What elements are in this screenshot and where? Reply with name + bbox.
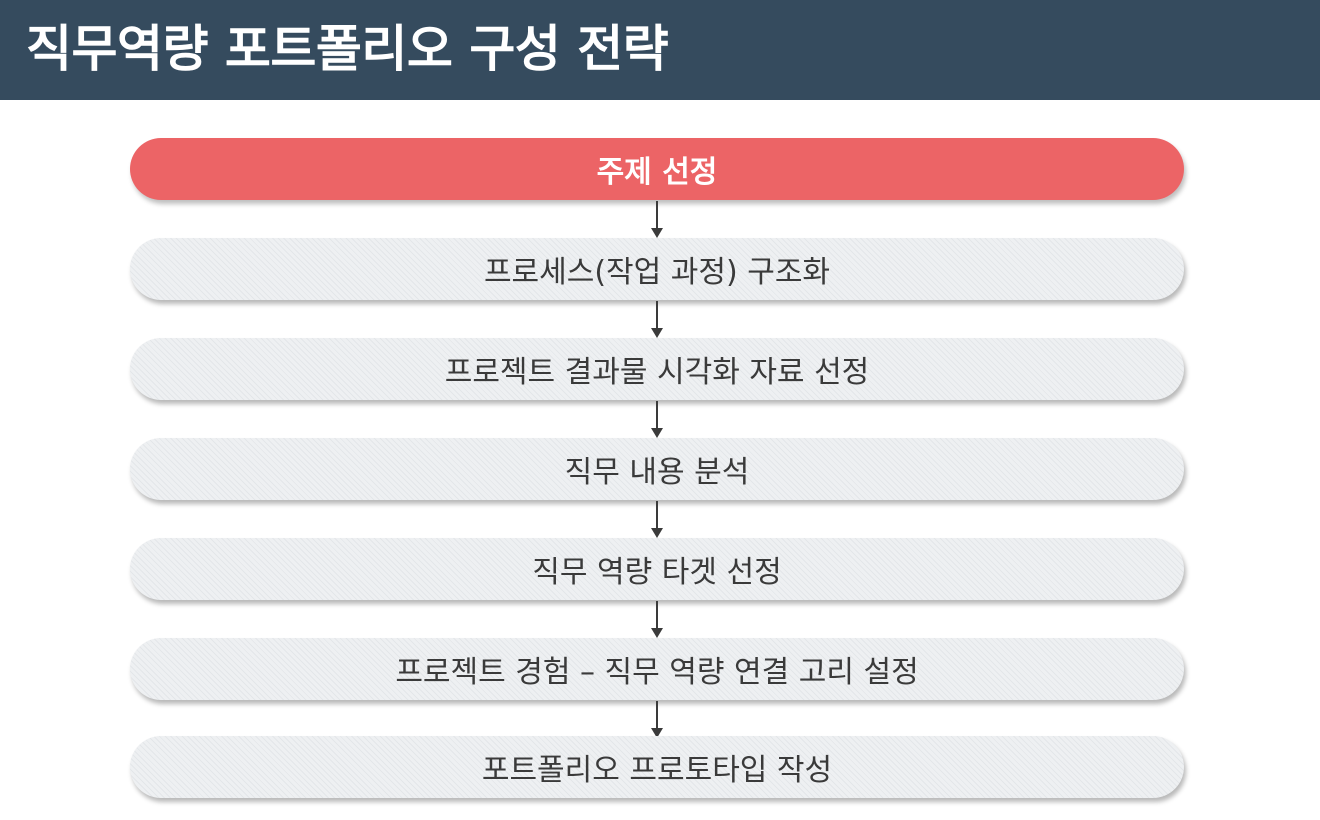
arrow-down-icon <box>650 701 664 739</box>
title-bar: 직무역량 포트폴리오 구성 전략 <box>0 0 1320 100</box>
step-prototype: 포트폴리오 프로토타입 작성 <box>130 736 1184 798</box>
page-title: 직무역량 포트폴리오 구성 전략 <box>26 20 669 78</box>
step-job-analysis: 직무 내용 분석 <box>130 438 1184 500</box>
step-process-structuring: 프로세스(작업 과정) 구조화 <box>130 238 1184 300</box>
arrow-down-icon <box>650 201 664 239</box>
step-topic-selection: 주제 선정 <box>130 138 1184 200</box>
arrow-down-icon <box>650 501 664 539</box>
arrow-down-icon <box>650 401 664 439</box>
arrow-down-icon <box>650 601 664 639</box>
step-visualization-material: 프로젝트 결과물 시각화 자료 선정 <box>130 338 1184 400</box>
step-competency-target: 직무 역량 타겟 선정 <box>130 538 1184 600</box>
arrow-down-icon <box>650 301 664 339</box>
step-experience-link: 프로젝트 경험 – 직무 역량 연결 고리 설정 <box>130 638 1184 700</box>
